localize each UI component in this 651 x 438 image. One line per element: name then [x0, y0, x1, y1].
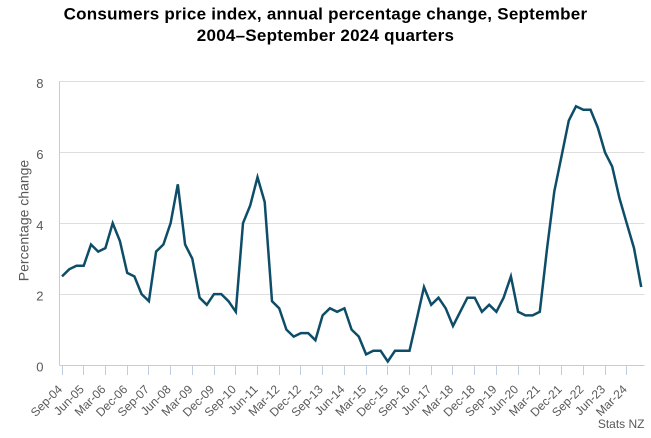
svg-text:4: 4 [36, 218, 43, 233]
svg-text:8: 8 [36, 76, 43, 91]
svg-text:2004–September 2024 quarters: 2004–September 2024 quarters [197, 26, 454, 45]
svg-text:Stats NZ: Stats NZ [598, 417, 645, 431]
svg-text:Consumers price index, annual: Consumers price index, annual percentage… [64, 4, 588, 23]
svg-text:0: 0 [36, 360, 43, 375]
svg-text:Percentage change: Percentage change [16, 160, 32, 282]
svg-text:2: 2 [36, 289, 43, 304]
svg-text:6: 6 [36, 147, 43, 162]
